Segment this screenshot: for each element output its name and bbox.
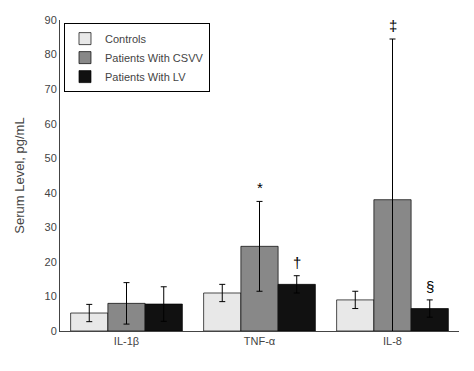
svg-text:§: § <box>426 278 434 295</box>
svg-text:‡: ‡ <box>389 17 397 34</box>
svg-text:Patients With LV: Patients With LV <box>105 71 186 83</box>
svg-text:†: † <box>293 254 301 271</box>
svg-text:70: 70 <box>45 83 57 95</box>
svg-text:TNF-α: TNF-α <box>244 335 276 347</box>
svg-text:60: 60 <box>45 118 57 130</box>
svg-text:*: * <box>257 179 263 196</box>
svg-text:IL-8: IL-8 <box>383 335 402 347</box>
svg-text:Patients With CSVV: Patients With CSVV <box>105 52 203 64</box>
svg-text:0: 0 <box>51 325 57 337</box>
svg-text:IL-1β: IL-1β <box>114 335 139 347</box>
svg-text:90: 90 <box>45 14 57 26</box>
svg-text:30: 30 <box>45 221 57 233</box>
svg-text:40: 40 <box>45 187 57 199</box>
svg-text:20: 20 <box>45 256 57 268</box>
svg-text:Controls: Controls <box>105 33 146 45</box>
svg-text:80: 80 <box>45 48 57 60</box>
svg-text:10: 10 <box>45 290 57 302</box>
svg-text:50: 50 <box>45 152 57 164</box>
svg-text:Serum Level, pg/mL: Serum Level, pg/mL <box>12 117 27 233</box>
